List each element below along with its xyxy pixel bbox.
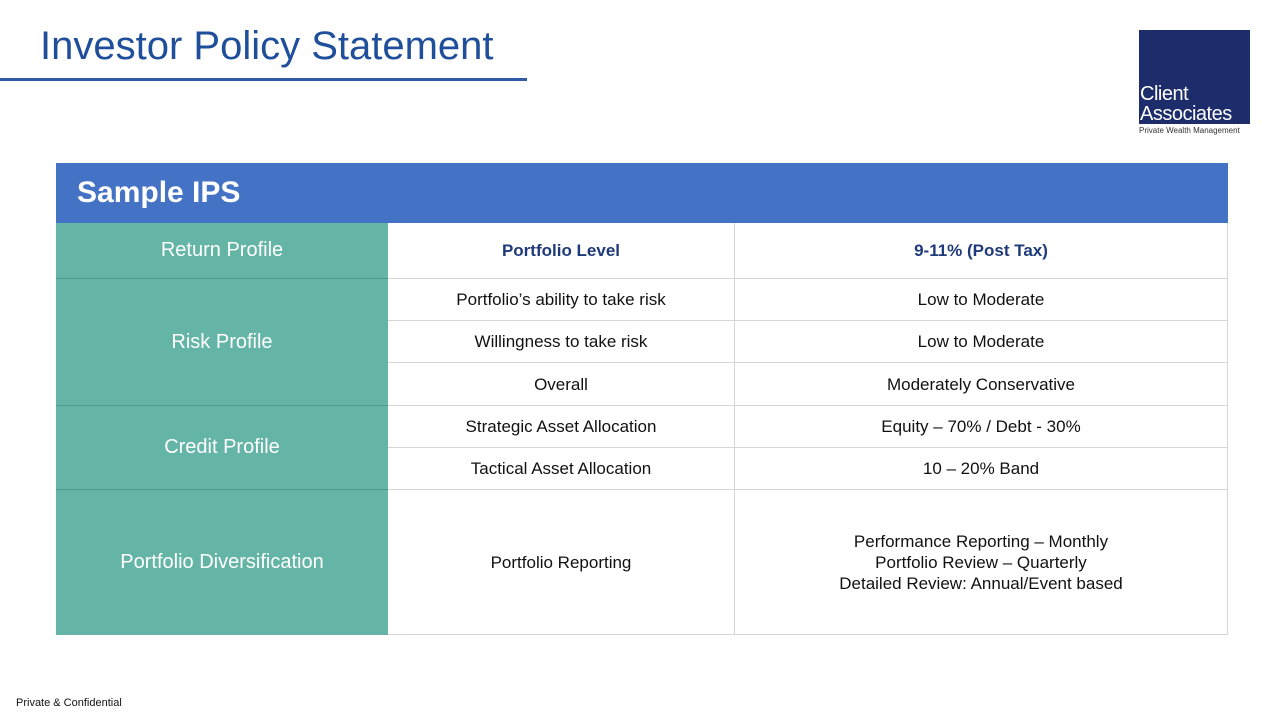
client-associates-logo: Client Associates bbox=[1139, 30, 1250, 124]
footer-confidential: Private & Confidential bbox=[16, 697, 122, 709]
table-cell-value: Low to Moderate bbox=[735, 279, 1228, 321]
reporting-line: Detailed Review: Annual/Event based bbox=[839, 573, 1123, 593]
table-cell-item: Willingness to take risk bbox=[388, 321, 735, 363]
group-credit-profile: Credit Profile bbox=[56, 406, 388, 490]
table-cell-item: Strategic Asset Allocation bbox=[388, 406, 735, 448]
group-portfolio-diversification: Portfolio Diversification bbox=[56, 490, 388, 635]
group-return-profile: Return Profile bbox=[56, 223, 388, 279]
logo-text-line2: Associates bbox=[1140, 103, 1232, 125]
title-underline bbox=[0, 78, 527, 81]
logo-text-line1: Client bbox=[1140, 83, 1189, 105]
table-cell-value: Performance Reporting – Monthly Portfoli… bbox=[735, 490, 1228, 635]
table-cell-item: Tactical Asset Allocation bbox=[388, 448, 735, 490]
reporting-line: Performance Reporting – Monthly bbox=[853, 531, 1109, 551]
reporting-line: Portfolio Review – Quarterly bbox=[875, 552, 1087, 572]
table-cell-item: Portfolio’s ability to take risk bbox=[388, 279, 735, 321]
table-header: Sample IPS bbox=[56, 163, 1228, 223]
table-cell-value: 10 – 20% Band bbox=[735, 448, 1228, 490]
table-cell-value: 9-11% (Post Tax) bbox=[735, 223, 1228, 279]
table-cell-item: Portfolio Level bbox=[388, 223, 735, 279]
logo-tagline: Private Wealth Management bbox=[1139, 126, 1240, 135]
table-cell-item: Overall bbox=[388, 363, 735, 406]
group-risk-profile: Risk Profile bbox=[56, 279, 388, 406]
table-cell-value: Equity – 70% / Debt - 30% bbox=[735, 406, 1228, 448]
table-cell-item: Portfolio Reporting bbox=[388, 490, 735, 635]
page-title: Investor Policy Statement bbox=[40, 24, 494, 68]
table-cell-value: Low to Moderate bbox=[735, 321, 1228, 363]
table-heading: Sample IPS bbox=[77, 176, 241, 209]
table-cell-value: Moderately Conservative bbox=[735, 363, 1228, 406]
